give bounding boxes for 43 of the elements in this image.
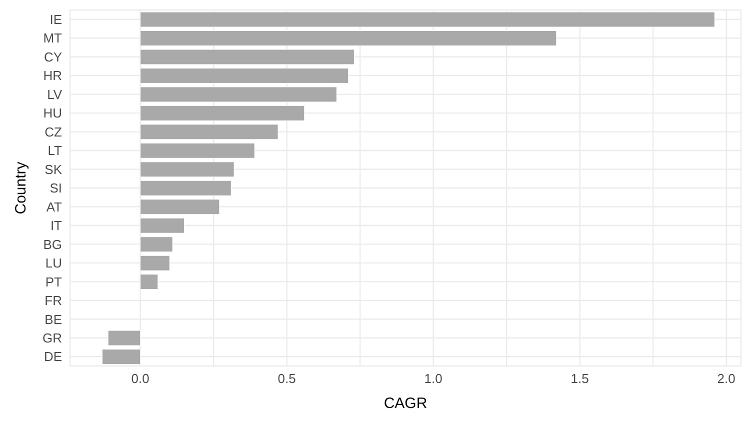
y-tick-label: FR <box>44 293 62 308</box>
bar <box>140 255 170 271</box>
y-tick-label: SK <box>44 162 62 177</box>
y-tick-label: AT <box>46 199 62 214</box>
y-tick-label: LT <box>48 143 62 158</box>
x-tick-label: 0.0 <box>131 371 150 386</box>
y-tick-label: GR <box>42 330 62 346</box>
x-tick-label: 1.5 <box>570 371 589 386</box>
bar <box>140 274 158 290</box>
bar <box>140 199 220 215</box>
x-axis-title: CAGR <box>384 395 428 412</box>
bar <box>140 236 173 252</box>
bar <box>102 349 141 365</box>
y-tick-label: LU <box>45 256 62 271</box>
y-tick-label: LV <box>47 86 62 102</box>
bar <box>140 124 278 140</box>
bar <box>140 12 715 28</box>
y-tick-label: CZ <box>44 124 62 140</box>
y-tick-label: BE <box>44 312 62 327</box>
y-tick-label: CY <box>44 49 62 64</box>
y-axis-title: Country <box>12 161 30 214</box>
y-tick-label: HU <box>43 106 62 121</box>
bar <box>140 180 232 196</box>
bar <box>140 68 349 84</box>
bar <box>140 30 557 46</box>
y-tick-label: DE <box>44 349 62 364</box>
y-tick-label: IE <box>50 12 62 27</box>
y-tick-label: MT <box>43 30 62 46</box>
y-tick-label: IT <box>50 218 62 234</box>
bar <box>140 142 255 158</box>
bar <box>140 86 337 102</box>
x-tick-label: 1.0 <box>424 371 442 386</box>
y-tick-label: PT <box>45 274 62 290</box>
y-tick-label: SI <box>50 180 62 196</box>
x-tick-label: 0.5 <box>278 371 296 386</box>
bar <box>140 105 305 121</box>
bar <box>140 162 234 178</box>
y-tick-label: HR <box>43 68 62 84</box>
bar <box>108 330 141 346</box>
x-tick-label: 2.0 <box>717 371 736 386</box>
y-tick-label: BG <box>43 236 62 252</box>
bar <box>140 218 185 234</box>
bar <box>140 49 354 65</box>
